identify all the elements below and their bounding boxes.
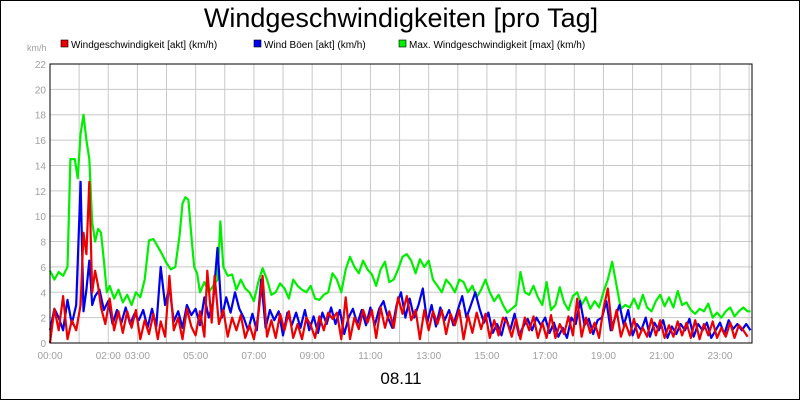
legend-item: Wind Böen [akt] (km/h): [253, 39, 366, 51]
x-tick-label: 09:00: [300, 351, 325, 362]
series-line-1: [48, 180, 749, 344]
y-tick-label: 0: [40, 339, 46, 350]
series-line-2: [48, 180, 752, 339]
y-tick-label: 18: [35, 111, 47, 122]
y-tick-label: 20: [35, 85, 47, 96]
x-tick-label: 13:00: [416, 351, 441, 362]
x-tick-label: 23:00: [707, 351, 732, 362]
x-tick-label: 07:00: [241, 351, 266, 362]
legend-label: Windgeschwindigkeit [akt] (km/h): [71, 40, 217, 51]
x-tick-label: 19:00: [591, 351, 616, 362]
legend-item: Windgeschwindigkeit [akt] (km/h): [60, 39, 217, 51]
legend-label: Max. Windgeschwindigkeit [max] (km/h): [409, 40, 585, 51]
date-label: 08.11: [380, 369, 422, 388]
x-tick-label: 21:00: [649, 351, 674, 362]
y-tick-label: 4: [40, 288, 46, 299]
x-tick-label: 03:00: [125, 351, 150, 362]
y-tick-label: 16: [35, 136, 47, 147]
legend-label: Wind Böen [akt] (km/h): [264, 40, 366, 51]
y-axis-ticks: 0 2 4 6 8 10 12 14 16 18 20 22: [35, 60, 47, 350]
x-tick-label: 02:00: [96, 351, 121, 362]
series-line-3: [49, 113, 751, 319]
x-axis-ticks: 00:00 02:00 03:00 05:00 07:00 09:00 11:00 13:00…: [37, 351, 732, 362]
legend-swatch: [253, 39, 262, 48]
legend-swatch: [398, 39, 407, 48]
x-tick-label: 11:00: [358, 351, 383, 362]
legend-item: Max. Windgeschwindigkeit [max] (km/h): [398, 39, 585, 51]
y-tick-label: 6: [40, 263, 46, 274]
legend-swatch: [60, 39, 69, 48]
y-tick-label: 22: [35, 60, 47, 71]
grid: [50, 63, 752, 344]
x-tick-label: 05:00: [183, 351, 208, 362]
y-axis-unit-label: km/h: [27, 43, 47, 53]
chart-title: Windgeschwindigkeiten [pro Tag]: [203, 3, 599, 33]
y-tick-label: 2: [40, 314, 46, 325]
plot-border: [49, 63, 753, 344]
y-tick-label: 10: [35, 212, 47, 223]
x-tick-label: 17:00: [533, 351, 558, 362]
x-tick-label: 15:00: [474, 351, 499, 362]
y-tick-label: 14: [35, 161, 47, 172]
series-lines: [48, 113, 752, 344]
y-tick-label: 8: [40, 238, 46, 249]
y-tick-label: 12: [35, 187, 47, 198]
legend: Windgeschwindigkeit [akt] (km/h) Wind Böe…: [60, 39, 585, 51]
x-tick-label: 00:00: [37, 351, 62, 362]
